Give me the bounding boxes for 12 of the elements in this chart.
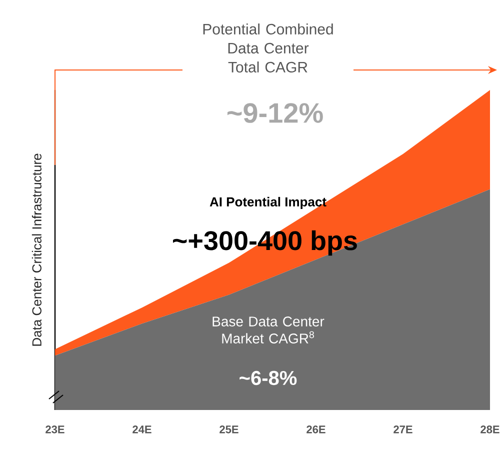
x-tick-label: 24E [132,426,152,434]
x-tick-label: 26E [306,426,326,434]
x-tick-label: 28E [480,426,500,434]
annotation: ~6-8% [240,370,297,386]
annotation: AI Potential Impact [210,196,326,210]
annotation: ~9-12% [227,103,323,123]
x-tick-label: 23E [46,426,64,434]
x-tick-label: 27E [394,426,412,434]
y-axis-title: Data Center Critical Infrastructure [32,154,42,346]
chart-title: Potential Combined Data Center Total CAGR [203,23,333,72]
annotation: Base Data Center Market CAGR$^{8}$ [212,316,324,344]
x-tick-label: 25E [220,426,238,434]
